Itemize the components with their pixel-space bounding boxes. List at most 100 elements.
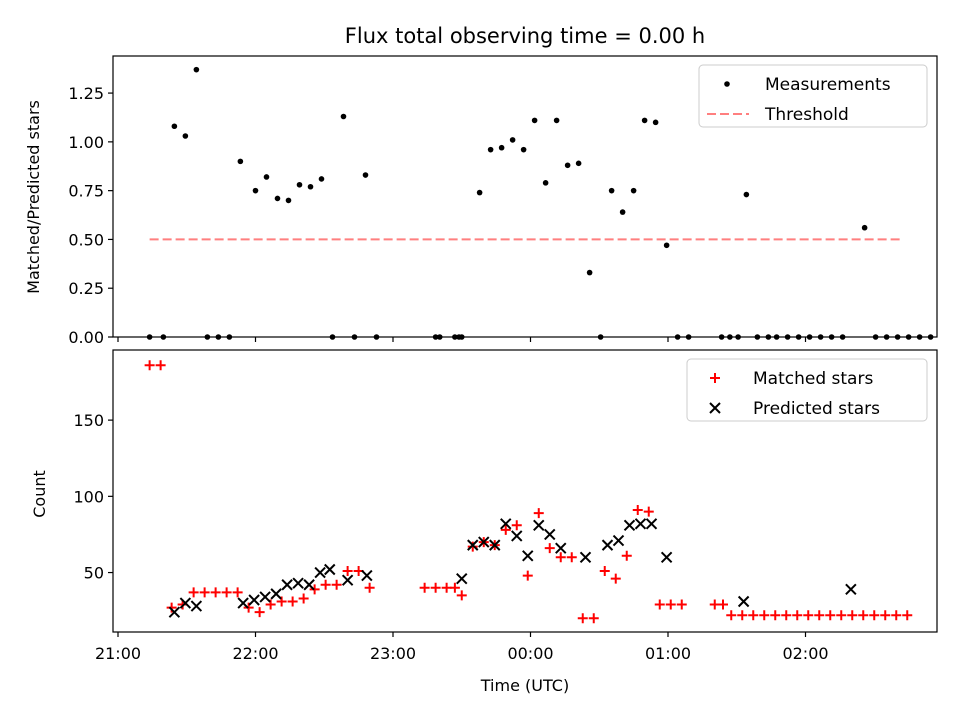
matched-star-point [199, 587, 210, 598]
matched-star-point [309, 584, 320, 595]
measurement-point [861, 224, 868, 231]
matched-star-point [621, 550, 632, 561]
predicted-star-point [645, 518, 658, 530]
measurement-point [193, 66, 200, 73]
matched-star-point [555, 552, 566, 563]
predicted-star-point [845, 583, 857, 596]
measurement-point [373, 334, 380, 340]
predicted-star-point [248, 594, 260, 606]
measurement-point [765, 334, 772, 340]
matched-star-point [836, 610, 847, 621]
measurement-point [743, 191, 750, 198]
matched-star-point [467, 541, 478, 552]
chart-title: Flux total observing time = 0.00 h [345, 24, 705, 48]
matched-star-point [188, 587, 199, 598]
predicted-star-point [634, 518, 647, 530]
x-tick-label: 01:00 [645, 644, 691, 663]
matched-star-point [577, 613, 588, 624]
measurement-point [362, 172, 369, 178]
predicted-star-point [612, 534, 625, 547]
measurement-point [663, 242, 670, 249]
predicted-star-point [522, 550, 534, 562]
measurement-point [718, 334, 725, 340]
matched-star-point [814, 610, 825, 621]
measurement-point [171, 123, 178, 130]
measurement-point [927, 334, 934, 340]
predicted-star-point [281, 579, 293, 591]
matched-star-point [588, 613, 599, 624]
predicted-star-point [511, 530, 523, 542]
bottom-axes-frame [112, 349, 938, 633]
measurement-point [674, 334, 681, 340]
predicted-star-point [533, 519, 545, 532]
predicted-star-point [179, 597, 192, 609]
predicted-star-point [489, 539, 501, 551]
x-tick-label: 22:00 [232, 644, 278, 663]
bottom-panel: 50 100 150 21:00 22:00 23:00 00:00 01:00 02:00 Ma… [73, 349, 938, 663]
matched-star-point [902, 610, 913, 621]
matched-star-point [144, 360, 155, 371]
matched-star-point [803, 610, 814, 621]
measurement-point [432, 334, 439, 340]
matched-star-point [449, 582, 460, 593]
predicted-star-point [292, 577, 304, 589]
top-axes-frame [112, 55, 938, 338]
measurement-point [735, 334, 741, 340]
matched-star-point [500, 524, 511, 535]
matched-star-point [364, 582, 375, 593]
top-y-axis-label: Matched/Predicted stars [24, 100, 43, 294]
matched-star-point [632, 505, 643, 516]
predicted-star-point [190, 600, 203, 612]
predicted-star-point [341, 574, 354, 586]
bottom-y-axis-label: Count [30, 470, 49, 518]
matched-star-point [533, 508, 544, 519]
measurement-point [296, 181, 303, 188]
predicted-star-point [500, 518, 512, 530]
x-axis-label: Time (UTC) [480, 676, 569, 695]
measurement-point [685, 334, 692, 340]
measurement-point [806, 334, 813, 340]
x-tick-label: 02:00 [782, 644, 828, 663]
matched-star-point [726, 610, 737, 621]
measurement-point [274, 195, 281, 202]
matched-star-point [254, 607, 265, 618]
matched-star-point [880, 610, 891, 621]
measurement-point [226, 334, 233, 340]
predicted-star-point [579, 551, 592, 564]
predicted-star-point [456, 572, 468, 585]
measurement-point [204, 334, 211, 340]
measurement-point [458, 334, 465, 340]
measurement-point [182, 133, 189, 139]
legend-marker-plus [710, 373, 720, 383]
x-tick-label: 23:00 [370, 644, 416, 663]
matched-star-point [599, 566, 610, 577]
matched-star-point [610, 573, 621, 584]
matched-star-point [544, 543, 555, 554]
measurement-point [487, 146, 494, 153]
matched-star-point [320, 579, 331, 590]
measurement-point [285, 197, 292, 204]
legend-label: Measurements [765, 75, 891, 95]
top-legend [698, 64, 928, 128]
legend-label: Predicted stars [753, 399, 880, 419]
matched-star-point [166, 602, 177, 613]
measurement-point [608, 187, 615, 194]
predicted-star-point [303, 579, 315, 591]
matched-star-point [654, 599, 665, 610]
measurement-point [498, 144, 505, 151]
measurement-point [476, 189, 483, 196]
matched-star-point [676, 599, 687, 610]
predicted-star-point [555, 542, 567, 554]
measurement-point [795, 334, 802, 340]
matched-star-point [643, 506, 654, 517]
matched-star-point [759, 610, 770, 621]
matched-star-point [792, 610, 803, 621]
matched-star-point [430, 582, 441, 593]
measurement-point [146, 334, 153, 340]
legend-label: Matched stars [753, 369, 873, 389]
predicted-star-point [324, 563, 336, 576]
top-y-tick-label: 1.00 [68, 133, 104, 152]
measurement-point [839, 334, 846, 340]
matched-star-point [287, 596, 298, 607]
matched-star-point [210, 587, 221, 598]
